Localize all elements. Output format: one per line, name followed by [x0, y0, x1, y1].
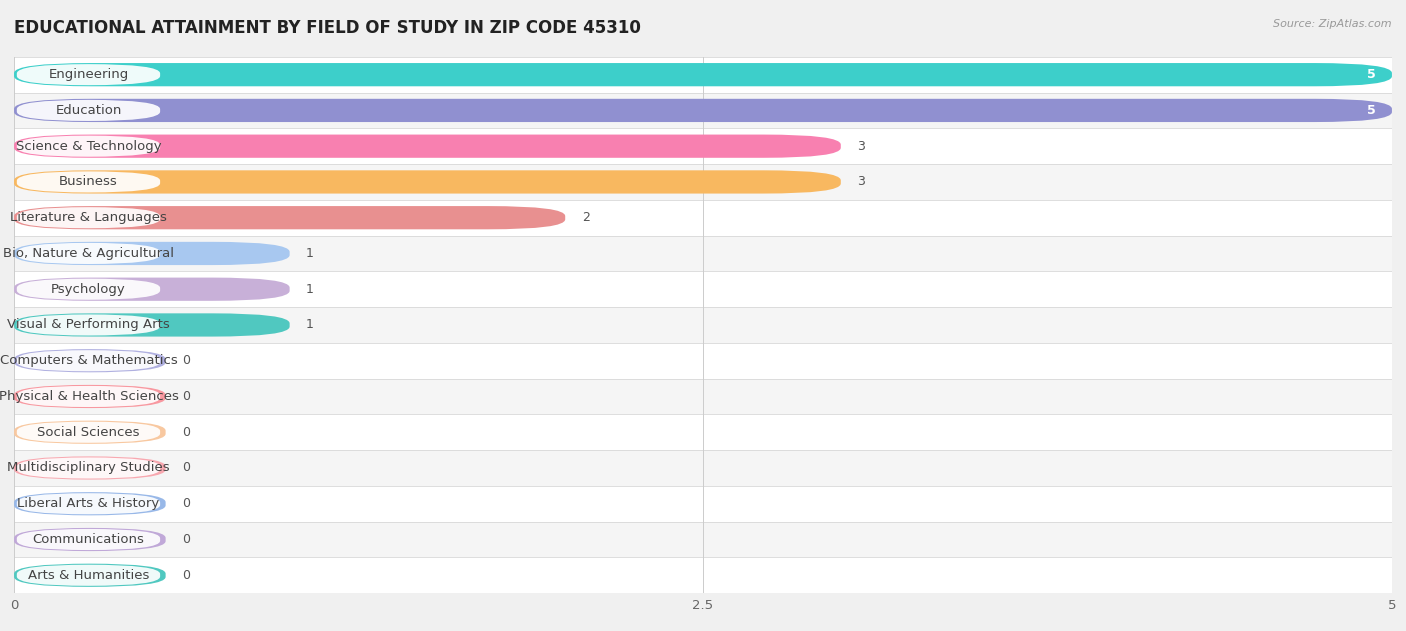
Bar — [14, 200, 1392, 235]
Text: EDUCATIONAL ATTAINMENT BY FIELD OF STUDY IN ZIP CODE 45310: EDUCATIONAL ATTAINMENT BY FIELD OF STUDY… — [14, 19, 641, 37]
FancyBboxPatch shape — [17, 243, 160, 264]
Text: 1: 1 — [307, 319, 314, 331]
Text: 3: 3 — [858, 139, 865, 153]
Text: Computers & Mathematics: Computers & Mathematics — [0, 354, 177, 367]
Bar — [14, 522, 1392, 557]
FancyBboxPatch shape — [17, 64, 160, 85]
Text: Source: ZipAtlas.com: Source: ZipAtlas.com — [1274, 19, 1392, 29]
Text: Bio, Nature & Agricultural: Bio, Nature & Agricultural — [3, 247, 174, 260]
FancyBboxPatch shape — [17, 457, 160, 478]
FancyBboxPatch shape — [17, 207, 160, 228]
FancyBboxPatch shape — [14, 314, 290, 336]
Text: Physical & Health Sciences: Physical & Health Sciences — [0, 390, 179, 403]
Text: Business: Business — [59, 175, 118, 189]
Bar — [14, 450, 1392, 486]
Text: 5: 5 — [1367, 104, 1375, 117]
Bar — [14, 379, 1392, 415]
Text: 0: 0 — [183, 497, 190, 510]
Bar — [14, 343, 1392, 379]
Text: Visual & Performing Arts: Visual & Performing Arts — [7, 319, 170, 331]
Text: 0: 0 — [183, 390, 190, 403]
Text: Liberal Arts & History: Liberal Arts & History — [17, 497, 160, 510]
FancyBboxPatch shape — [14, 563, 166, 587]
Bar — [14, 415, 1392, 450]
FancyBboxPatch shape — [17, 493, 160, 514]
Text: Education: Education — [55, 104, 122, 117]
Bar — [14, 128, 1392, 164]
Bar — [14, 271, 1392, 307]
Text: 0: 0 — [183, 533, 190, 546]
FancyBboxPatch shape — [14, 206, 565, 229]
FancyBboxPatch shape — [14, 278, 290, 301]
FancyBboxPatch shape — [17, 350, 160, 371]
FancyBboxPatch shape — [14, 134, 841, 158]
FancyBboxPatch shape — [17, 136, 160, 156]
Text: Engineering: Engineering — [48, 68, 128, 81]
Text: 0: 0 — [183, 461, 190, 475]
Text: 3: 3 — [858, 175, 865, 189]
FancyBboxPatch shape — [17, 314, 160, 336]
FancyBboxPatch shape — [14, 421, 166, 444]
FancyBboxPatch shape — [14, 170, 841, 194]
Text: 0: 0 — [183, 354, 190, 367]
FancyBboxPatch shape — [17, 172, 160, 192]
Text: 1: 1 — [307, 247, 314, 260]
Text: Science & Technology: Science & Technology — [15, 139, 162, 153]
FancyBboxPatch shape — [17, 386, 160, 407]
Text: 0: 0 — [183, 426, 190, 439]
Text: Communications: Communications — [32, 533, 145, 546]
FancyBboxPatch shape — [14, 349, 166, 372]
FancyBboxPatch shape — [17, 100, 160, 121]
Text: Arts & Humanities: Arts & Humanities — [28, 569, 149, 582]
Text: 1: 1 — [307, 283, 314, 296]
Bar — [14, 486, 1392, 522]
Bar — [14, 164, 1392, 200]
FancyBboxPatch shape — [14, 456, 166, 480]
Text: Literature & Languages: Literature & Languages — [10, 211, 167, 224]
FancyBboxPatch shape — [14, 492, 166, 516]
Bar — [14, 93, 1392, 128]
FancyBboxPatch shape — [14, 63, 1392, 86]
Bar — [14, 235, 1392, 271]
FancyBboxPatch shape — [14, 99, 1392, 122]
Text: Psychology: Psychology — [51, 283, 127, 296]
Text: 0: 0 — [183, 569, 190, 582]
Bar — [14, 307, 1392, 343]
Text: 5: 5 — [1367, 68, 1375, 81]
FancyBboxPatch shape — [14, 385, 166, 408]
FancyBboxPatch shape — [14, 528, 166, 551]
FancyBboxPatch shape — [14, 242, 290, 265]
FancyBboxPatch shape — [17, 422, 160, 443]
FancyBboxPatch shape — [17, 279, 160, 300]
Bar — [14, 57, 1392, 93]
FancyBboxPatch shape — [17, 565, 160, 586]
Text: 2: 2 — [582, 211, 589, 224]
FancyBboxPatch shape — [17, 529, 160, 550]
Bar — [14, 557, 1392, 593]
Text: Multidisciplinary Studies: Multidisciplinary Studies — [7, 461, 170, 475]
Text: Social Sciences: Social Sciences — [37, 426, 139, 439]
